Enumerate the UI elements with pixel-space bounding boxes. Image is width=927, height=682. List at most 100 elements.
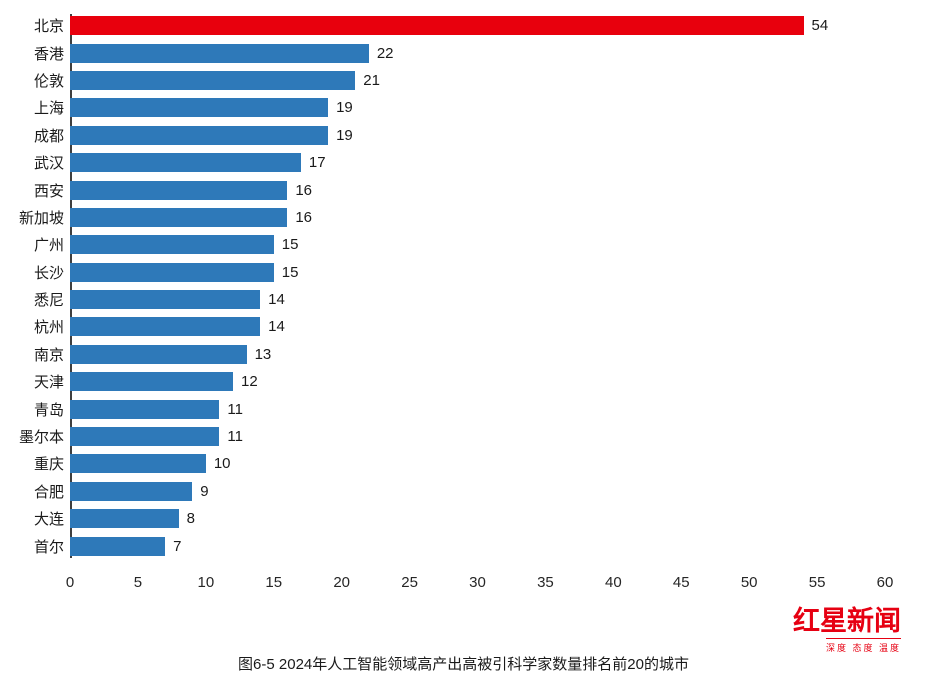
bar-track: 22	[70, 39, 885, 66]
x-tick-label: 5	[133, 573, 143, 591]
value-label: 19	[336, 126, 353, 144]
value-label: 17	[308, 154, 326, 172]
value-label: 12	[241, 373, 258, 391]
bar-chart: 北京 54 香港 22 伦敦 21 上海 19 成都 19 武汉 17 西安 16 新加坡 16 广州 15 长沙 1…	[0, 12, 927, 596]
bar-track: 11	[70, 395, 885, 422]
bar-rows: 北京 54 香港 22 伦敦 21 上海 19 成都 19 武汉 17 西安 16 新加坡 16 广州 15 长沙 1…	[0, 12, 927, 560]
bar-row: 天津 12	[0, 368, 927, 395]
value-label: 19	[336, 99, 353, 117]
bar-track: 14	[70, 286, 885, 313]
bar-track: 54	[70, 12, 885, 39]
value-label: 14	[268, 318, 285, 336]
bar-row: 重庆 10	[0, 450, 927, 477]
x-tick-label: 20	[333, 573, 350, 591]
category-label: 重庆	[33, 456, 64, 474]
bar	[70, 125, 329, 145]
bar-row: 悉尼 14	[0, 286, 927, 313]
x-tick-label: 10	[197, 573, 215, 591]
bar	[70, 427, 220, 447]
bar-row: 长沙 15	[0, 259, 927, 286]
category-label: 合肥	[33, 483, 64, 501]
value-label: 14	[268, 291, 285, 309]
bar	[70, 344, 247, 364]
x-tick-label: 0	[65, 573, 75, 591]
x-axis: 0 5 10 15 20 25 30 35 40 45 50 55 60	[66, 560, 894, 596]
bar-track: 9	[70, 478, 885, 505]
category-label: 南京	[33, 346, 64, 364]
bar	[70, 481, 193, 501]
value-label: 13	[254, 345, 272, 363]
bar-track: 16	[70, 204, 885, 231]
bar-row: 首尔 7	[0, 532, 927, 559]
x-tick-label: 55	[808, 573, 826, 591]
value-label: 10	[213, 455, 231, 473]
bar	[70, 317, 261, 337]
bar-track: 17	[70, 149, 885, 176]
category-label: 成都	[33, 127, 64, 145]
bar-track: 16	[70, 176, 885, 203]
x-tick-label: 40	[604, 573, 622, 591]
value-label: 11	[227, 400, 243, 418]
bar-track: 13	[70, 341, 885, 368]
value-label: 15	[281, 236, 299, 254]
bar-track: 7	[70, 532, 885, 559]
bar	[70, 70, 356, 90]
category-label: 悉尼	[33, 292, 64, 310]
bar	[70, 153, 301, 173]
x-tick-label: 25	[401, 573, 418, 591]
value-label: 15	[281, 263, 299, 281]
bar-row: 成都 19	[0, 122, 927, 149]
logo-tagline: 深度 态度 温度	[825, 638, 901, 654]
bar-track: 14	[70, 313, 885, 340]
bar-track: 21	[70, 67, 885, 94]
bar-track: 10	[70, 450, 885, 477]
bar-row: 墨尔本 11	[0, 423, 927, 450]
bar	[70, 399, 220, 419]
x-tick-label: 45	[672, 573, 690, 591]
value-label: 22	[376, 44, 394, 62]
category-label: 长沙	[33, 264, 64, 282]
bar	[70, 262, 274, 282]
bar-row: 武汉 17	[0, 149, 927, 176]
x-tick-label: 50	[740, 573, 758, 591]
chart-title: 图6-5 2024年人工智能领域高产出高被引科学家数量排名前20的城市	[238, 656, 689, 673]
bar-row: 上海 19	[0, 94, 927, 121]
bar	[70, 290, 261, 310]
category-label: 墨尔本	[18, 429, 64, 447]
value-label: 7	[173, 537, 182, 555]
bar-row: 伦敦 21	[0, 67, 927, 94]
category-label: 北京	[33, 18, 64, 36]
category-label: 天津	[33, 374, 64, 392]
value-label: 9	[200, 482, 209, 500]
bar-track: 11	[70, 423, 885, 450]
value-label: 21	[363, 71, 380, 89]
bar-track: 19	[70, 122, 885, 149]
logo-name: 红星新闻	[793, 605, 901, 636]
bar-row: 南京 13	[0, 341, 927, 368]
bar-row: 青岛 11	[0, 395, 927, 422]
category-label: 武汉	[33, 155, 64, 173]
bar	[70, 180, 288, 200]
value-label: 11	[227, 428, 243, 446]
bar-row: 大连 8	[0, 505, 927, 532]
bar-row: 香港 22	[0, 39, 927, 66]
bar	[70, 98, 329, 118]
bar	[70, 509, 179, 529]
category-label: 大连	[33, 511, 64, 529]
red-star-news-logo: 红星新闻 深度 态度 温度	[793, 605, 901, 656]
value-label: 16	[295, 181, 313, 199]
bar	[70, 207, 288, 227]
category-label: 广州	[33, 237, 64, 255]
bar	[70, 536, 166, 556]
category-label: 新加坡	[18, 209, 64, 227]
value-label: 16	[295, 208, 313, 226]
x-tick-label: 15	[265, 573, 283, 591]
bar-track: 12	[70, 368, 885, 395]
bar	[70, 372, 233, 392]
x-tick-label: 30	[469, 573, 486, 591]
bar	[70, 16, 804, 36]
x-tick-label: 60	[876, 573, 894, 591]
bar-row: 北京 54	[0, 12, 927, 39]
bar-track: 19	[70, 94, 885, 121]
category-label: 伦敦	[33, 72, 64, 90]
